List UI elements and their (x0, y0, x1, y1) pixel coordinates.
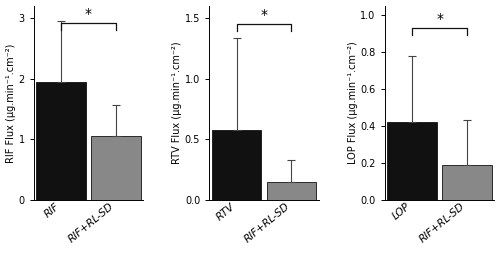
Y-axis label: RTV Flux (μg.min⁻¹.cm⁻²): RTV Flux (μg.min⁻¹.cm⁻²) (172, 41, 182, 164)
Y-axis label: RIF Flux (μg.min⁻¹.cm⁻²): RIF Flux (μg.min⁻¹.cm⁻²) (6, 43, 16, 163)
Bar (36, 81, 86, 200)
Y-axis label: LOP Flux (μg.min⁻¹.cm⁻²): LOP Flux (μg.min⁻¹.cm⁻²) (348, 41, 358, 164)
Bar (267, 182, 316, 200)
Bar (212, 130, 262, 200)
Bar (442, 165, 492, 200)
Bar (91, 136, 140, 200)
Text: *: * (85, 7, 92, 21)
Bar (388, 122, 437, 200)
Text: *: * (436, 12, 443, 26)
Text: *: * (260, 8, 268, 22)
